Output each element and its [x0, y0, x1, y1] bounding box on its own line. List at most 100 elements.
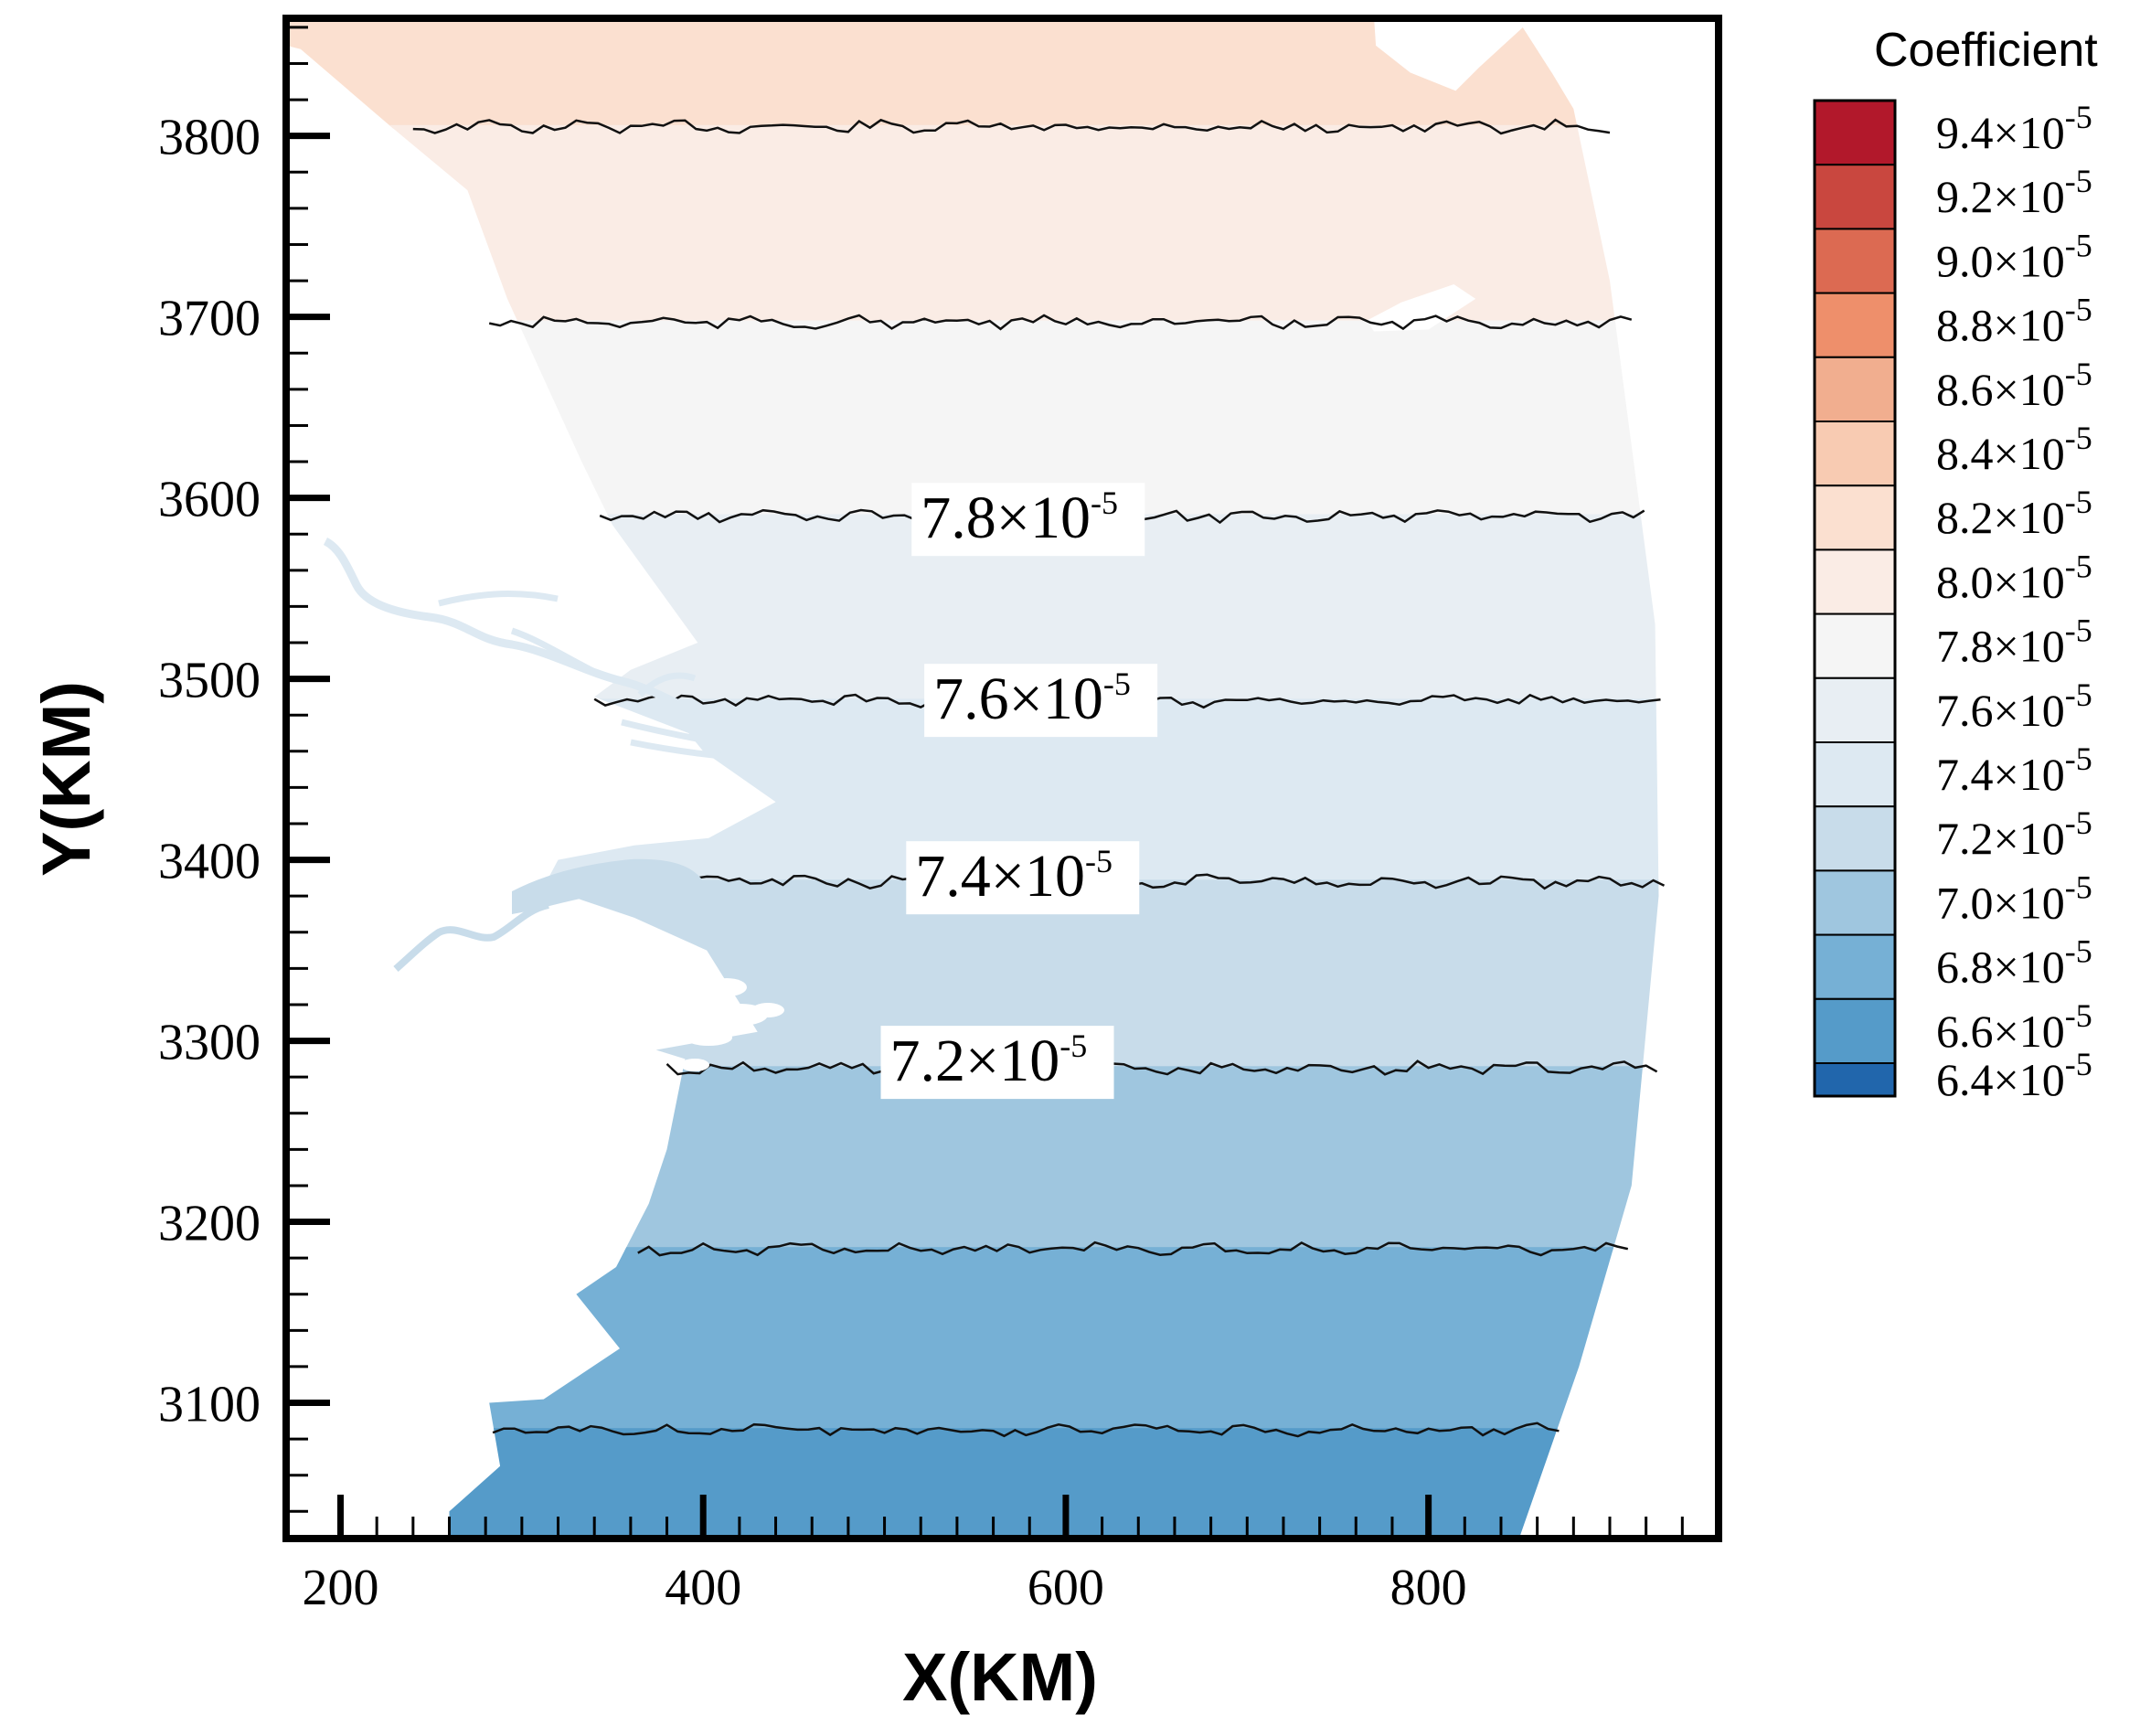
legend-label-exponent: -5	[2065, 484, 2092, 520]
river-channel	[621, 719, 751, 762]
y-tick-label: 3300	[158, 1015, 261, 1071]
contour-line	[665, 1060, 1658, 1076]
y-tick-label: 3200	[158, 1196, 261, 1252]
legend-label: 7.8×10-5	[1936, 612, 2092, 672]
island	[680, 1059, 709, 1071]
island	[751, 1003, 784, 1017]
y-tick-label: 3800	[158, 110, 261, 166]
contour-label-text: 7.6×10-5	[933, 666, 1131, 732]
island	[685, 1029, 732, 1046]
legend-label: 9.2×10-5	[1936, 163, 2092, 222]
legend-label: 8.4×10-5	[1936, 420, 2092, 479]
contour-label-box	[906, 841, 1140, 915]
land-gap	[1374, 18, 1556, 91]
legend-swatch	[1814, 933, 1896, 1000]
legend-label-mantissa: 8.0×10	[1936, 556, 2065, 607]
contour-label-box	[911, 483, 1145, 557]
legend-label-exponent: -5	[2065, 997, 2092, 1034]
legend-label: 6.6×10-5	[1936, 997, 2092, 1057]
contour-line	[412, 118, 1611, 135]
legend-swatch	[1814, 676, 1896, 743]
x-tick-label: 800	[1390, 1560, 1467, 1616]
x-tick-label: 600	[1027, 1560, 1104, 1616]
contour-label-box	[880, 1026, 1114, 1100]
axis-ticks: 200 400 600 800 3100 3200 3300 3400 3500 3600 3700…	[158, 26, 1684, 1616]
plot-area: 7.8×10-57.6×10-57.4×10-57.2×10-5	[286, 18, 1719, 1539]
contour-label-mantissa: 7.8×10	[921, 485, 1091, 551]
legend-label: 7.2×10-5	[1936, 804, 2092, 864]
contour-label-mantissa: 7.6×10	[933, 666, 1103, 732]
y-tick-label: 3700	[158, 291, 261, 347]
y-tick-label: 3600	[158, 472, 261, 528]
contour-line	[492, 1422, 1560, 1438]
legend-label-mantissa: 8.4×10	[1936, 428, 2065, 479]
river-channel	[393, 901, 549, 972]
contour-band	[286, 124, 1659, 325]
y-tick-label: 3100	[158, 1377, 261, 1433]
legend-label-mantissa: 9.4×10	[1936, 107, 2065, 158]
legend-label-exponent: -5	[2065, 292, 2092, 328]
contour-label-text: 7.4×10-5	[915, 843, 1113, 910]
legend-swatch	[1814, 548, 1896, 615]
legend-label-exponent: -5	[2065, 356, 2092, 392]
legend-label-mantissa: 9.0×10	[1936, 235, 2065, 286]
legend-swatch	[1814, 100, 1896, 166]
legend-label-exponent: -5	[2065, 740, 2092, 777]
legend-label: 6.8×10-5	[1936, 933, 2092, 993]
legend-label: 9.4×10-5	[1936, 99, 2092, 158]
x-axis-title: X(KM)	[902, 1639, 1098, 1715]
legend-label-mantissa: 8.8×10	[1936, 300, 2065, 351]
legend-label: 9.0×10-5	[1936, 227, 2092, 286]
contour-label-mantissa: 7.2×10	[890, 1028, 1060, 1094]
legend-label: 6.4×10-5	[1936, 1046, 2092, 1105]
legend-swatch	[1814, 164, 1896, 230]
legend-label-mantissa: 8.6×10	[1936, 364, 2065, 415]
y-tick-label: 3500	[158, 653, 261, 709]
contour-label-exponent: -5	[1059, 1028, 1087, 1064]
contour-labels: 7.8×10-57.6×10-57.4×10-57.2×10-5	[880, 483, 1158, 1100]
contour-label-mantissa: 7.4×10	[915, 843, 1085, 910]
legend-swatch	[1814, 612, 1896, 679]
legend-label-mantissa: 7.6×10	[1936, 685, 2065, 736]
legend-label: 8.0×10-5	[1936, 548, 2092, 607]
legend-label-mantissa: 7.2×10	[1936, 813, 2065, 864]
legend-label-exponent: -5	[2065, 868, 2092, 905]
contour-label-exponent: -5	[1085, 843, 1113, 879]
contour-band	[286, 1428, 1659, 1539]
contour-label-exponent: -5	[1103, 666, 1131, 702]
legend-swatch	[1814, 1062, 1896, 1097]
contour-label: 7.2×10-5	[880, 1026, 1114, 1100]
legend-label-exponent: -5	[2065, 227, 2092, 263]
legend-swatch	[1814, 421, 1896, 487]
legend-swatch	[1814, 869, 1896, 936]
legend-label-exponent: -5	[2065, 163, 2092, 199]
land-gap	[1367, 284, 1476, 332]
legend-label: 7.0×10-5	[1936, 868, 2092, 928]
legend-label-mantissa: 9.2×10	[1936, 171, 2065, 222]
contour-label: 7.8×10-5	[911, 483, 1145, 557]
legend-swatch	[1814, 356, 1896, 422]
legend-label-mantissa: 8.2×10	[1936, 492, 2065, 543]
land-gaps	[1367, 18, 1556, 332]
legend-frame	[1813, 99, 1897, 1098]
contour-line	[488, 314, 1633, 331]
legend-label-mantissa: 7.8×10	[1936, 621, 2065, 672]
legend-label-exponent: -5	[2065, 99, 2092, 135]
estuary-shapes	[323, 537, 784, 1071]
y-tick-label: 3400	[158, 834, 261, 890]
estuary-bank	[512, 858, 704, 914]
legend-swatch	[1814, 805, 1896, 872]
legend-swatch	[1814, 292, 1896, 358]
colorbar-legend: 9.4×10-59.2×10-59.0×10-58.8×10-58.6×10-5…	[1813, 99, 2092, 1105]
legend-label: 7.4×10-5	[1936, 740, 2092, 800]
x-tick-label: 200	[303, 1560, 379, 1616]
legend-label-exponent: -5	[2065, 804, 2092, 841]
legend-label-exponent: -5	[2065, 676, 2092, 713]
contour-label: 7.4×10-5	[906, 841, 1140, 915]
legend-swatch	[1814, 485, 1896, 551]
legend-label: 8.6×10-5	[1936, 356, 2092, 415]
legend-title: Coefficient	[1874, 24, 2098, 77]
legend-label-mantissa: 7.4×10	[1936, 749, 2065, 800]
plot-frame	[282, 15, 1722, 1542]
